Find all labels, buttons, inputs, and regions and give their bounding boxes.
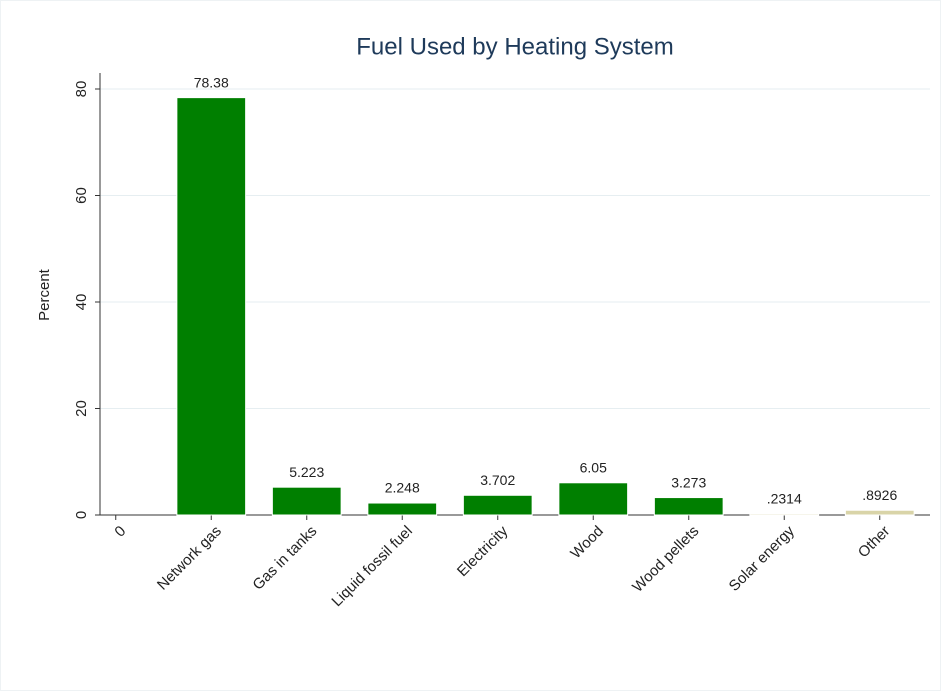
bar <box>749 513 820 516</box>
y-axis-label: Percent <box>36 268 53 321</box>
value-label: 6.05 <box>580 459 607 475</box>
bar <box>462 494 533 516</box>
y-tick-label: 40 <box>73 294 90 311</box>
value-label: 2.248 <box>385 480 420 496</box>
bar <box>653 497 724 516</box>
value-label: .8926 <box>862 487 897 503</box>
y-tick-label: 0 <box>73 511 90 519</box>
chart-title: Fuel Used by Heating System <box>356 33 673 60</box>
bar <box>271 486 342 516</box>
bar <box>367 502 438 516</box>
bar <box>558 482 629 516</box>
y-tick-label: 80 <box>73 81 90 98</box>
value-label: 5.223 <box>289 464 324 480</box>
y-tick-label: 60 <box>73 187 90 204</box>
value-label: .2314 <box>767 490 802 506</box>
value-label: 3.702 <box>480 472 515 488</box>
value-label: 3.273 <box>671 474 706 490</box>
bar <box>176 97 247 516</box>
y-tick-label: 20 <box>73 400 90 417</box>
bar <box>844 509 915 516</box>
value-label: 78.38 <box>194 74 229 90</box>
